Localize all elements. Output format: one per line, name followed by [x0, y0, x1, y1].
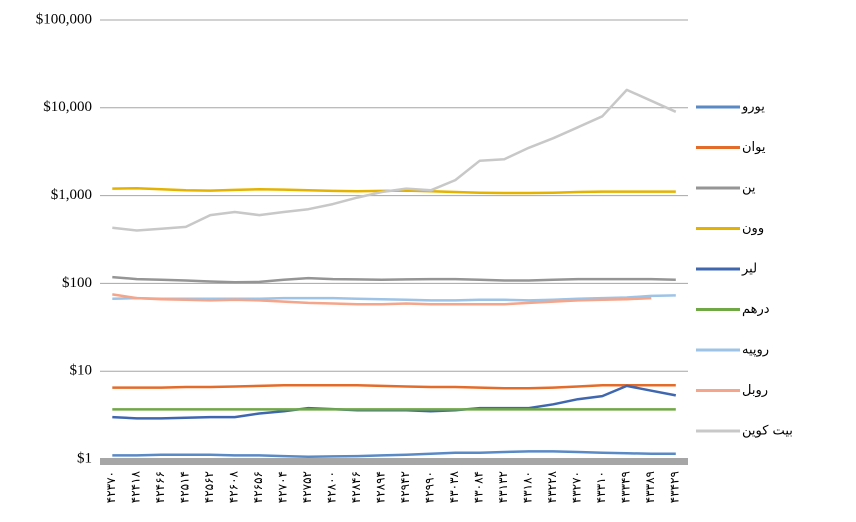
x-axis: [100, 458, 688, 465]
y-tick-label: $10,000: [43, 99, 92, 115]
x-tick-label: ۴۳۴۲۹: [668, 471, 682, 503]
x-tick-label: ۴۲۹۹۰: [423, 471, 437, 503]
x-tick-label: ۴۳۳۴۹: [619, 471, 633, 503]
y-tick-label: $10: [70, 363, 93, 379]
x-tick-label: ۴۳۲۷۰: [570, 471, 584, 503]
legend-label: بیت کوین: [742, 424, 793, 439]
legend-label: یورو: [741, 100, 765, 115]
x-tick-label: ۴۲۴۶۶: [153, 471, 167, 503]
y-tick-label: $100,000: [36, 11, 92, 27]
legend-label: لیر: [741, 262, 757, 277]
legend-label: یوان: [742, 140, 766, 155]
x-tick-label: ۴۲۴۱۸: [129, 470, 143, 503]
x-tick-label: ۴۲۳۷۰: [104, 471, 118, 503]
x-tick-label: ۴۳۲۲۸: [545, 470, 559, 503]
legend-label: روپیه: [742, 343, 769, 358]
x-tick-label: ۴۲۷۰۴: [276, 471, 290, 503]
legend-label: ین: [742, 181, 756, 196]
x-tick-label: ۴۲۵۱۴: [178, 471, 192, 503]
x-tick-label: ۴۲۹۴۲: [398, 471, 412, 503]
y-tick-label: $1,000: [51, 187, 92, 203]
y-tick-label: $1: [77, 450, 92, 466]
chart: $1 $10 $100 $1,000 $10,000 $100,000 ۴۲۳۷۰ ۴۲۴۱۸…: [0, 0, 856, 522]
legend-label: درهم: [742, 302, 770, 317]
series-line: [112, 385, 676, 388]
x-tick-label: ۴۳۱۳۲: [496, 471, 510, 503]
x-tick-label: ۴۲۵۶۲: [202, 471, 216, 503]
series-line: [112, 277, 676, 282]
x-tick-label: ۴۳۱۸۰: [521, 471, 535, 503]
x-tick-label: ۴۳۰۳۸: [447, 470, 461, 503]
x-tick-label: ۴۲۸۰۰: [325, 471, 339, 503]
x-tick-label: ۴۲۶۵۶: [251, 471, 265, 503]
legend-label: وون: [742, 221, 764, 236]
series-line: [112, 451, 676, 456]
series-line: [112, 386, 676, 419]
x-tick-label: ۴۳۳۱۰: [594, 471, 608, 503]
x-tick-label: ۴۲۸۹۴: [374, 471, 388, 503]
legend-label: روبل: [742, 383, 768, 398]
series-line: [112, 90, 676, 231]
x-tick-label: ۴۲۷۵۲: [300, 471, 314, 503]
x-tick-label: ۴۲۸۴۶: [349, 471, 363, 503]
y-tick-label: $100: [62, 275, 92, 291]
x-tick-label: ۴۳۰۸۴: [472, 471, 486, 503]
x-tick-label: ۴۲۶۰۸: [227, 470, 241, 503]
x-tick-label: ۴۳۳۸۹: [643, 471, 657, 503]
